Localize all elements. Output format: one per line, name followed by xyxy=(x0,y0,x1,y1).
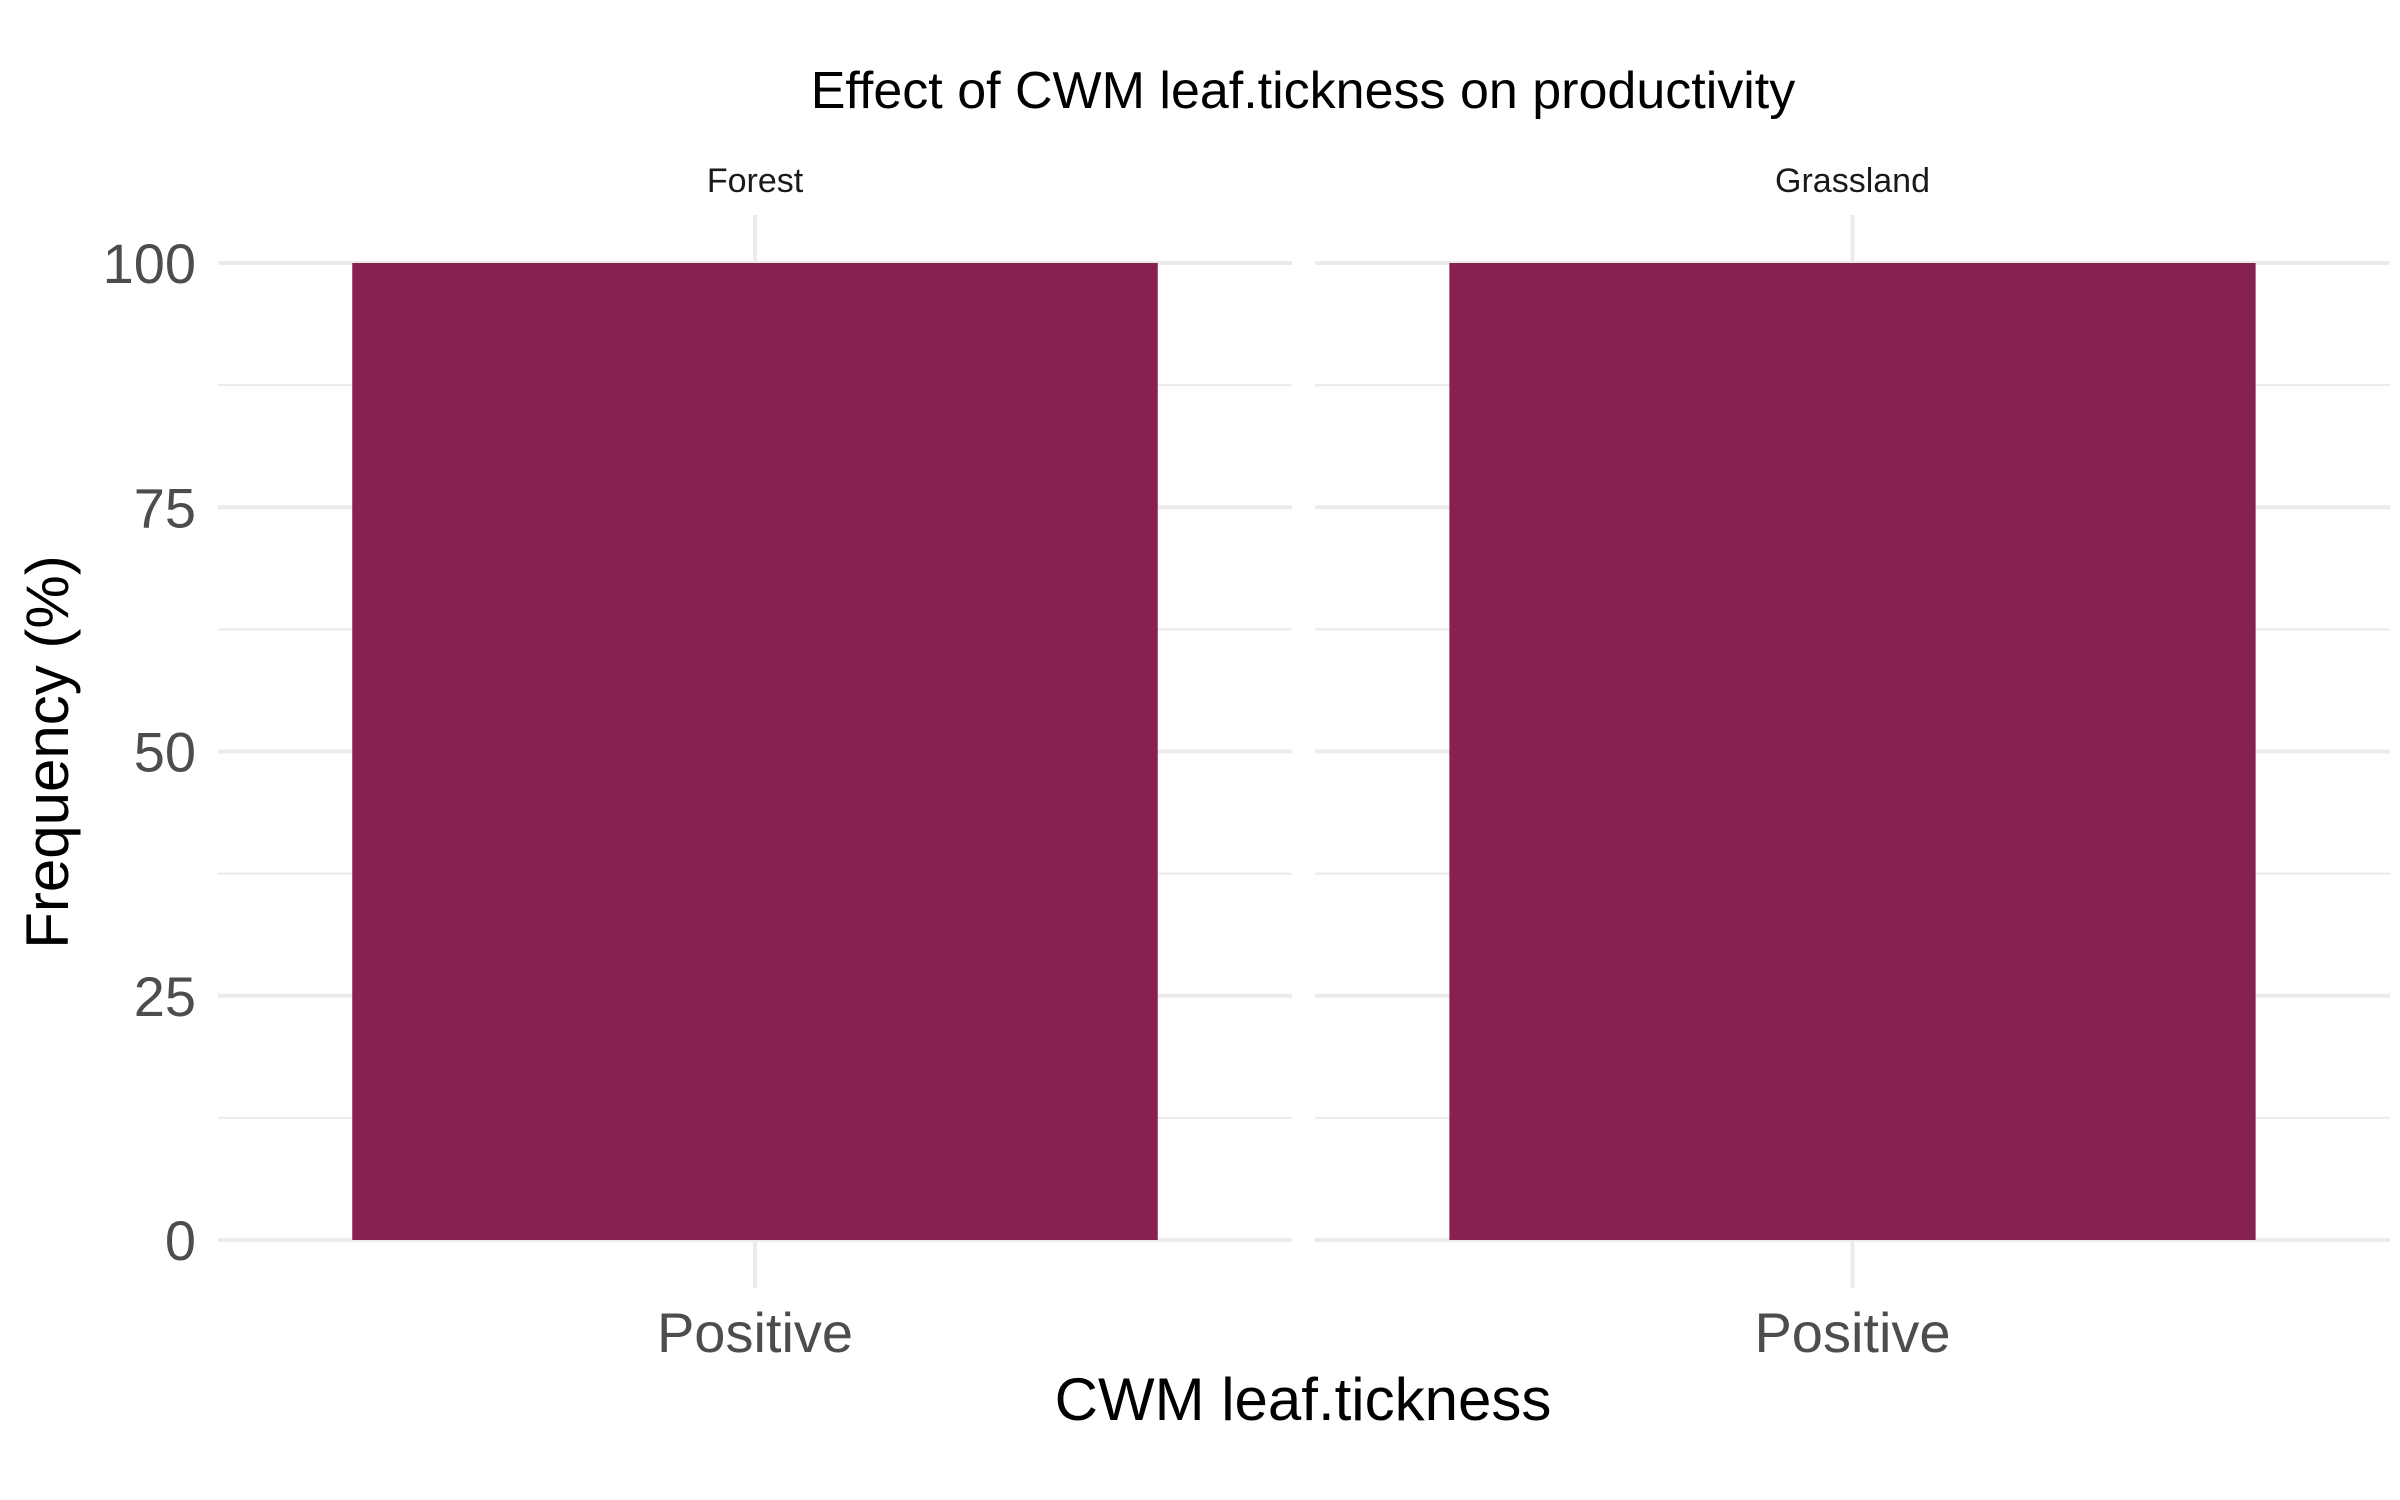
x-tick-label: Positive xyxy=(1754,1301,1950,1364)
y-tick-label: 25 xyxy=(134,965,196,1028)
facet-panel-grassland: Positive Grassland xyxy=(1315,162,2390,1364)
chart-title: Effect of CWM leaf.tickness on productiv… xyxy=(811,62,1796,120)
y-tick-label: 50 xyxy=(134,721,196,784)
y-tick-labels: 0 25 50 75 100 xyxy=(103,232,196,1272)
facet-panel-forest: Positive Forest xyxy=(218,162,1292,1364)
x-tick-label: Positive xyxy=(657,1301,853,1364)
facet-strip-label: Forest xyxy=(707,162,804,200)
y-tick-label: 100 xyxy=(103,232,196,295)
bar-forest-positive xyxy=(352,263,1158,1240)
facet-panels: Positive Forest Positive Grassland xyxy=(218,162,2390,1364)
y-axis-label: Frequency (%) xyxy=(14,555,81,948)
x-axis-label: CWM leaf.tickness xyxy=(1055,1366,1552,1433)
bar-grassland-positive xyxy=(1449,263,2256,1240)
facet-strip-label: Grassland xyxy=(1775,162,1930,200)
y-tick-label: 75 xyxy=(134,476,196,539)
y-tick-label: 0 xyxy=(165,1209,196,1272)
